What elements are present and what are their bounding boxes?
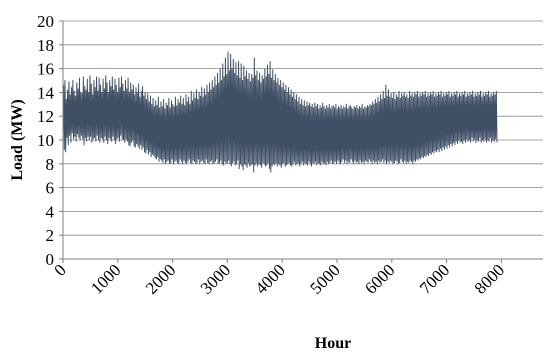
x-tick-label: 3000 xyxy=(197,260,234,297)
y-tick-label: 16 xyxy=(37,60,54,79)
y-tick-label: 20 xyxy=(37,12,54,31)
x-tick-label: 4000 xyxy=(252,260,289,297)
series-group xyxy=(62,51,498,173)
y-tick-label: 0 xyxy=(46,250,55,269)
y-axis-title: Load (MW) xyxy=(9,99,26,180)
x-tick-label: 1000 xyxy=(87,260,124,297)
y-tick-label: 8 xyxy=(46,155,55,174)
y-tick-labels: 0 2 4 6 8 10 12 14 16 18 20 xyxy=(37,12,55,269)
y-tick-label: 6 xyxy=(46,179,55,198)
y-tick-label: 10 xyxy=(37,131,54,150)
x-tick-labels: 0 1000 2000 3000 4000 5000 6000 7000 8000 xyxy=(50,260,508,297)
series-line-0 xyxy=(62,51,498,173)
x-tick-label: 7000 xyxy=(416,260,453,297)
y-tick-label: 14 xyxy=(37,83,55,102)
y-tick-label: 2 xyxy=(46,226,55,245)
x-tick-label: 6000 xyxy=(361,260,398,297)
y-tick-label: 12 xyxy=(37,107,54,126)
axes xyxy=(59,20,543,263)
x-tick-label: 2000 xyxy=(142,260,179,297)
y-tick-label: 18 xyxy=(37,36,54,55)
y-tick-label: 4 xyxy=(46,202,55,221)
x-tick-label: 5000 xyxy=(306,260,343,297)
x-axis-title: Hour xyxy=(315,335,351,352)
x-tick-label: 0 xyxy=(50,260,69,279)
x-tick-label: 8000 xyxy=(471,260,508,297)
